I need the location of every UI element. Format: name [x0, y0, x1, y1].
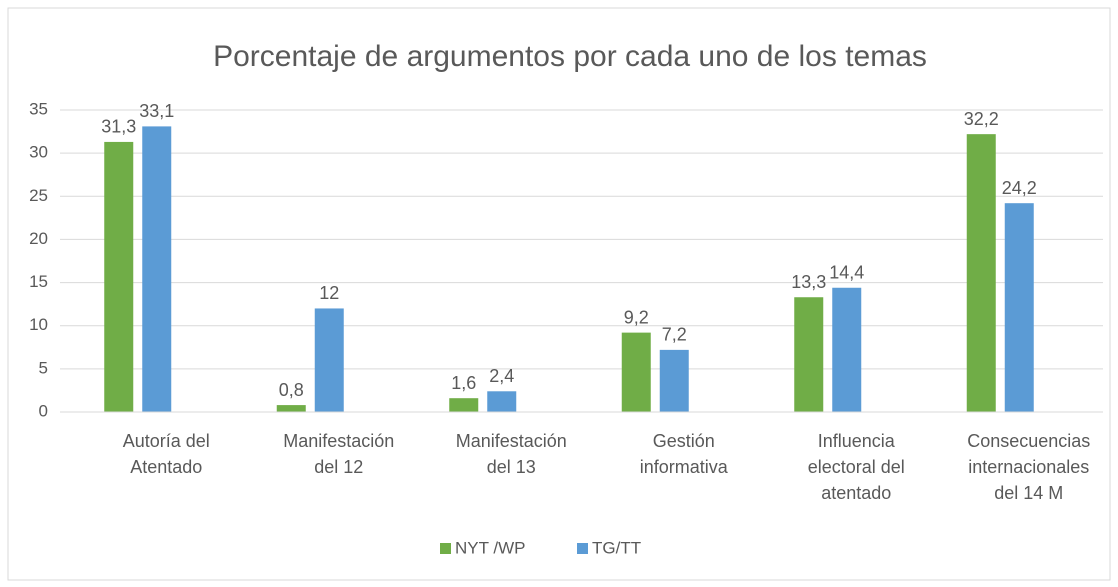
data-label: 9,2	[624, 307, 649, 327]
data-label: 7,2	[662, 325, 687, 345]
bar	[314, 308, 344, 412]
x-tick-label: Influencia electoral del atentado	[807, 431, 905, 503]
bar	[449, 398, 479, 412]
y-tick-label: 15	[29, 272, 48, 291]
bar	[621, 332, 651, 412]
data-label: 32,2	[964, 109, 999, 129]
data-label: 24,2	[1002, 178, 1037, 198]
legend-swatch	[440, 543, 451, 554]
y-tick-label: 0	[39, 401, 48, 420]
data-label: 33,1	[139, 101, 174, 121]
data-label: 31,3	[101, 117, 136, 137]
x-tick-label: Gestión informativa	[639, 431, 728, 477]
x-tick-label: Autoría del Atentado	[122, 431, 210, 477]
x-tick-label: Manifestación del 12	[283, 431, 395, 477]
bar	[142, 126, 172, 412]
legend-label: TG/TT	[592, 538, 641, 557]
data-label: 2,4	[489, 366, 514, 386]
bar	[794, 297, 824, 412]
legend-label: NYT /WP	[455, 538, 526, 557]
bar	[487, 391, 517, 412]
bar	[832, 287, 862, 412]
x-tick-label: Manifestación del 13	[455, 431, 567, 477]
chart-border	[7, 7, 1111, 581]
x-tick-label: Consecuencias internacionales del 14 M	[967, 431, 1091, 503]
data-label: 12	[319, 283, 339, 303]
data-label: 14,4	[829, 262, 864, 282]
y-tick-label: 25	[29, 186, 48, 205]
bar	[276, 405, 306, 412]
data-label: 13,3	[791, 272, 826, 292]
y-tick-label: 35	[29, 99, 48, 118]
bar	[104, 141, 134, 412]
y-tick-label: 20	[29, 229, 48, 248]
bar	[659, 349, 689, 412]
data-label: 1,6	[451, 373, 476, 393]
chart-title: Porcentaje de argumentos por cada uno de…	[213, 40, 927, 73]
y-tick-label: 10	[29, 315, 48, 334]
y-tick-label: 5	[39, 358, 48, 377]
bar	[966, 134, 996, 412]
y-tick-label: 30	[29, 143, 48, 162]
data-label: 0,8	[279, 380, 304, 400]
legend-swatch	[577, 543, 588, 554]
bar	[1004, 203, 1034, 412]
